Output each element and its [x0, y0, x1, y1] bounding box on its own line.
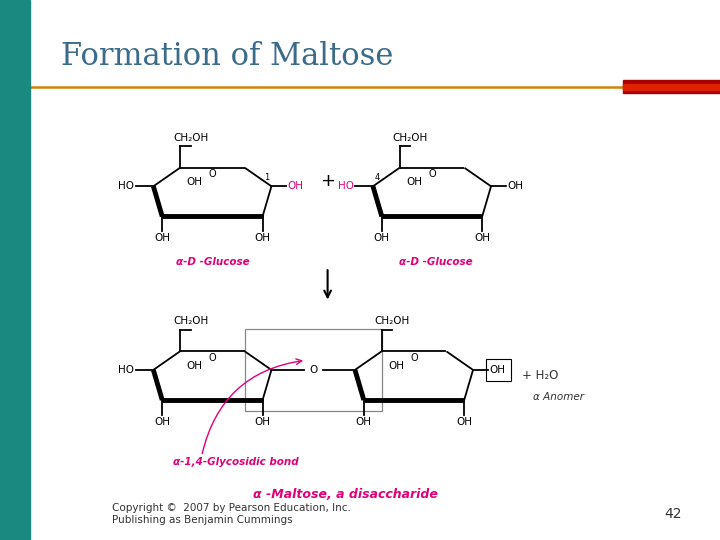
Text: CH₂OH: CH₂OH	[392, 132, 428, 143]
Text: OH: OH	[388, 361, 405, 371]
Text: α -Maltose, a disaccharide: α -Maltose, a disaccharide	[253, 488, 438, 501]
Text: O: O	[209, 353, 216, 363]
Text: Copyright ©  2007 by Pearson Education, Inc.
Publishing as Benjamin Cummings: Copyright © 2007 by Pearson Education, I…	[112, 503, 351, 525]
Text: 4: 4	[375, 173, 380, 182]
Text: OH: OH	[489, 365, 505, 375]
Text: α-1,4-Glycosidic bond: α-1,4-Glycosidic bond	[173, 457, 298, 467]
Text: OH: OH	[186, 178, 203, 187]
Text: 1: 1	[264, 173, 269, 182]
Text: O: O	[209, 170, 216, 179]
Text: OH: OH	[186, 361, 203, 371]
Text: OH: OH	[374, 233, 390, 244]
Text: Formation of Maltose: Formation of Maltose	[61, 41, 394, 72]
Bar	[623, 84, 720, 90]
Text: +: +	[320, 172, 335, 190]
Text: OH: OH	[154, 233, 170, 244]
Text: + H₂O: + H₂O	[522, 369, 559, 382]
Text: O: O	[309, 365, 318, 375]
Text: OH: OH	[507, 181, 523, 191]
Text: OH: OH	[255, 233, 271, 244]
Text: OH: OH	[474, 233, 490, 244]
Text: OH: OH	[255, 417, 271, 427]
Text: 42: 42	[665, 507, 682, 521]
Bar	[623, 80, 720, 93]
Text: HO: HO	[338, 181, 354, 191]
Text: CH₂OH: CH₂OH	[374, 316, 410, 326]
Text: OH: OH	[406, 178, 423, 187]
Text: OH: OH	[356, 417, 372, 427]
Text: α Anomer: α Anomer	[533, 392, 584, 402]
Text: OH: OH	[154, 417, 170, 427]
Bar	[245, 328, 382, 411]
Text: HO: HO	[119, 181, 135, 191]
Text: CH₂OH: CH₂OH	[173, 132, 208, 143]
Text: α-D -Glucose: α-D -Glucose	[399, 257, 472, 267]
Text: HO: HO	[119, 365, 135, 375]
Text: OH: OH	[287, 181, 303, 191]
Text: α-D -Glucose: α-D -Glucose	[176, 257, 249, 267]
Text: OH: OH	[456, 417, 472, 427]
Text: O: O	[428, 170, 436, 179]
Bar	[0, 0, 30, 540]
Text: CH₂OH: CH₂OH	[173, 316, 208, 326]
Bar	[486, 359, 510, 381]
Text: O: O	[410, 353, 418, 363]
